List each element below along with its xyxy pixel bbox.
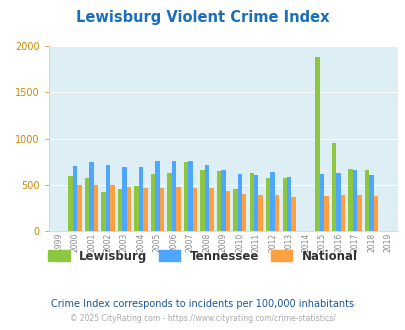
Bar bbox=[265, 178, 270, 231]
Bar bbox=[188, 161, 192, 231]
Bar bbox=[291, 197, 295, 231]
Bar bbox=[315, 57, 319, 231]
Bar bbox=[106, 165, 110, 231]
Bar bbox=[270, 172, 274, 231]
Text: Crime Index corresponds to incidents per 100,000 inhabitants: Crime Index corresponds to incidents per… bbox=[51, 299, 354, 309]
Bar bbox=[159, 187, 164, 231]
Bar bbox=[331, 143, 335, 231]
Bar bbox=[200, 170, 204, 231]
Bar bbox=[274, 195, 279, 231]
Bar bbox=[282, 178, 286, 231]
Bar bbox=[216, 171, 221, 231]
Bar bbox=[373, 196, 377, 231]
Bar bbox=[241, 194, 246, 231]
Bar bbox=[143, 188, 147, 231]
Bar bbox=[286, 177, 291, 231]
Bar bbox=[139, 167, 143, 231]
Bar bbox=[117, 189, 122, 231]
Bar bbox=[101, 192, 106, 231]
Bar bbox=[110, 185, 114, 231]
Bar bbox=[155, 161, 159, 231]
Bar bbox=[134, 186, 139, 231]
Bar bbox=[369, 175, 373, 231]
Bar bbox=[221, 170, 225, 231]
Bar bbox=[122, 167, 126, 231]
Bar bbox=[72, 166, 77, 231]
Bar bbox=[340, 194, 344, 231]
Bar bbox=[192, 187, 196, 231]
Bar bbox=[364, 170, 369, 231]
Bar bbox=[225, 191, 229, 231]
Bar bbox=[126, 187, 131, 231]
Bar bbox=[77, 185, 81, 231]
Bar bbox=[352, 170, 356, 231]
Bar bbox=[183, 162, 188, 231]
Bar bbox=[171, 161, 176, 231]
Bar bbox=[209, 188, 213, 231]
Bar bbox=[258, 195, 262, 231]
Bar bbox=[249, 173, 254, 231]
Text: © 2025 CityRating.com - https://www.cityrating.com/crime-statistics/: © 2025 CityRating.com - https://www.city… bbox=[70, 314, 335, 323]
Bar bbox=[324, 196, 328, 231]
Bar bbox=[94, 185, 98, 231]
Bar bbox=[85, 178, 89, 231]
Bar bbox=[335, 173, 340, 231]
Bar bbox=[232, 189, 237, 231]
Bar bbox=[319, 174, 324, 231]
Bar bbox=[347, 169, 352, 231]
Bar bbox=[89, 162, 94, 231]
Bar bbox=[237, 174, 241, 231]
Bar bbox=[356, 194, 361, 231]
Bar bbox=[204, 165, 209, 231]
Bar bbox=[176, 187, 180, 231]
Bar bbox=[254, 175, 258, 231]
Bar bbox=[167, 173, 171, 231]
Text: Lewisburg Violent Crime Index: Lewisburg Violent Crime Index bbox=[76, 10, 329, 25]
Legend: Lewisburg, Tennessee, National: Lewisburg, Tennessee, National bbox=[45, 246, 360, 266]
Bar bbox=[150, 174, 155, 231]
Bar bbox=[68, 176, 72, 231]
